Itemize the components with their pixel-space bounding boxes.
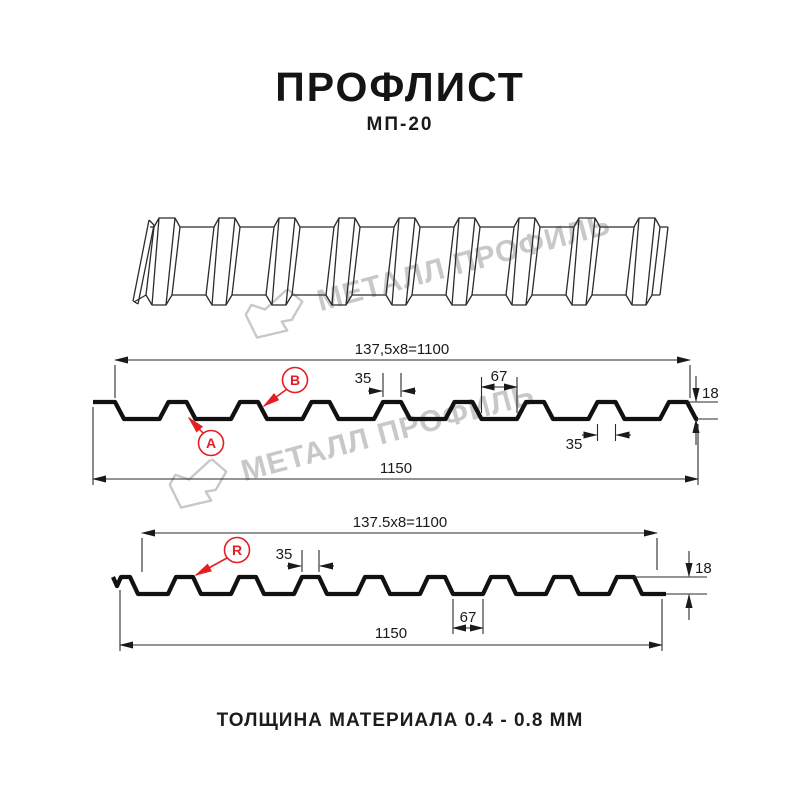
sheet-3d-drawing	[132, 217, 669, 306]
dimension-label-crest-top: 35	[355, 370, 372, 387]
dimension-label-crest-bottom-side: 35	[566, 436, 583, 453]
dimension-label-pitch-bottom: 137.5x8=1100	[353, 514, 447, 531]
marker-a-circle	[197, 429, 225, 457]
product-code-subtitle: МП-20	[366, 114, 434, 135]
dimension-label-height-top: 18	[702, 385, 719, 402]
dimension-label-overall-bottom: 1150	[375, 625, 407, 642]
dimension-label-valley-top: 67	[491, 368, 508, 385]
dimension-label-height-bottom: 18	[695, 560, 712, 577]
marker-a-label: A	[206, 435, 216, 451]
dimension-label-valley-bottom: 67	[460, 609, 477, 626]
profile-outline-top	[93, 399, 699, 422]
dimension-label-overall-top: 1150	[380, 460, 412, 477]
marker-r-label: R	[232, 542, 242, 558]
dimension-label-pitch-top: 137,5x8=1100	[355, 341, 449, 358]
page-title: ПРОФЛИСТ	[275, 64, 525, 110]
dimension-label-crest-bottom: 35	[276, 546, 293, 563]
cross-section-top: 137,5x8=1100 35 67 18 35 1150 B A	[91, 341, 719, 485]
marker-b-label: B	[290, 372, 300, 388]
profile-outline-bottom	[111, 574, 666, 597]
marker-r-circle	[223, 536, 251, 564]
thickness-note: ТОЛЩИНА МАТЕРИАЛА 0.4 - 0.8 ММ	[216, 710, 584, 731]
cross-section-bottom: 137.5x8=1100 35 18 67 1150 R	[111, 514, 712, 651]
marker-b-circle	[281, 366, 309, 394]
